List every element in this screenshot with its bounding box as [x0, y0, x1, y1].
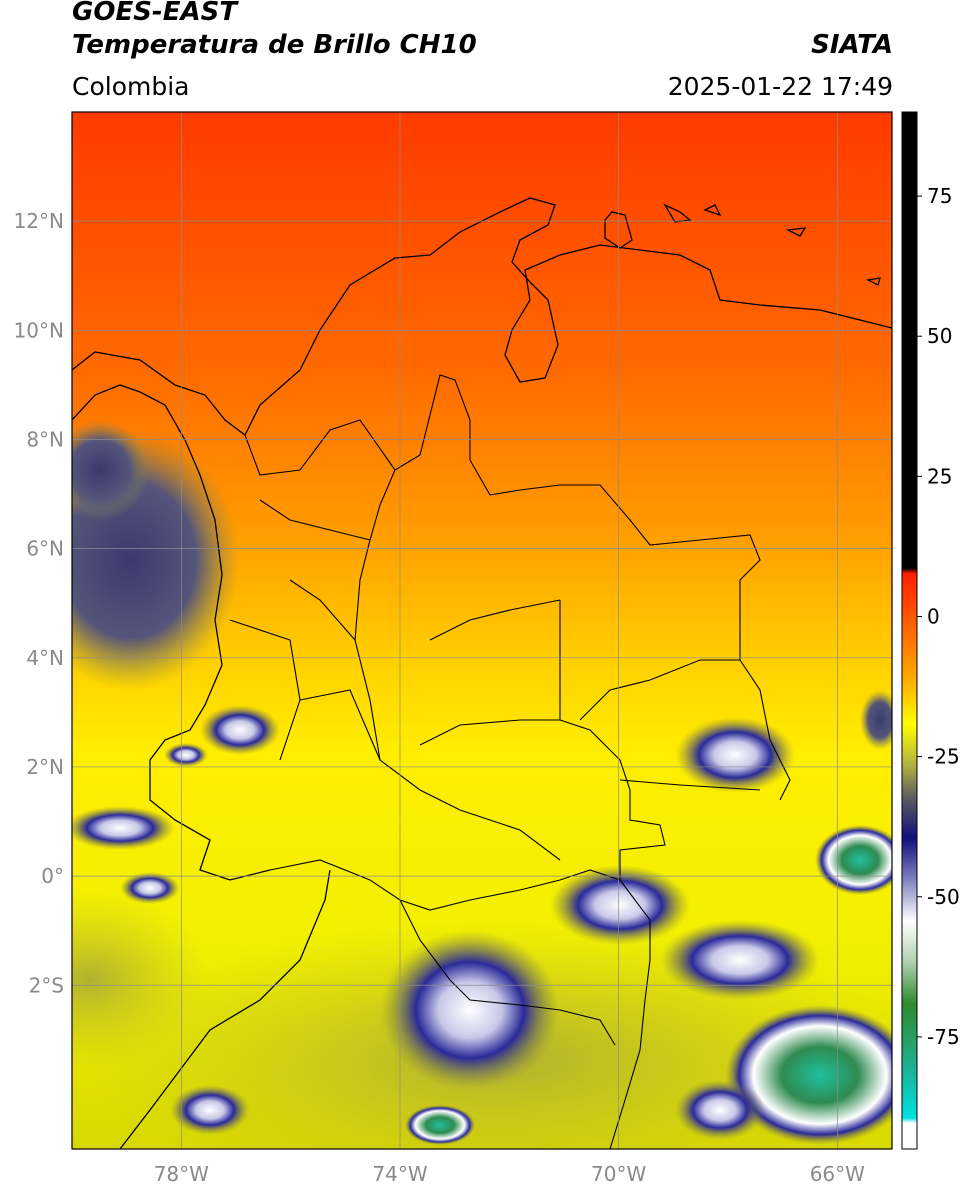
graticule: [72, 112, 892, 1149]
cloud-cluster: [550, 865, 690, 945]
cloud-cluster: [675, 1080, 765, 1140]
cloud-cluster: [860, 690, 892, 750]
cloud-cluster: [815, 825, 892, 895]
cloud-cluster: [380, 930, 560, 1090]
satellite-title: GOES-EAST: [72, 0, 238, 27]
lat-tick-label: 8°N: [26, 427, 64, 451]
map-frame: [71, 111, 893, 1150]
cloud-cluster: [170, 1085, 250, 1135]
longitude-labels: 78°W 74°W 70°W 66°W: [154, 1162, 865, 1186]
colorbar-tick-label: -75: [927, 1025, 960, 1049]
cloud-cluster: [660, 920, 820, 1000]
lat-tick-label: 2°S: [29, 973, 64, 997]
lat-tick-label: 12°N: [14, 209, 64, 233]
cloud-cluster: [72, 806, 175, 850]
colorbar-tick-label: -25: [927, 745, 960, 769]
colorbar-tick-label: 75: [927, 184, 952, 208]
lon-tick-label: 78°W: [154, 1162, 209, 1186]
colorbar-tick-label: 25: [927, 464, 952, 488]
cloud-cluster: [675, 717, 795, 793]
cloud-cluster: [164, 743, 208, 767]
cloud-cluster: [120, 872, 180, 904]
lat-tick-label: 4°N: [26, 646, 64, 670]
agency-label: SIATA: [811, 30, 893, 60]
product-title: Temperatura de Brillo CH10: [72, 30, 477, 60]
cloud-cluster: [72, 420, 150, 520]
lat-tick-label: 2°N: [26, 755, 64, 779]
colorbar-tick-label: -50: [927, 885, 960, 909]
cloud-cluster: [725, 1005, 892, 1145]
latitude-labels: 12°N 10°N 8°N 6°N 4°N 2°N 0° 2°S: [14, 209, 64, 997]
colorbar: [901, 111, 918, 1150]
cloud-cluster: [405, 1105, 475, 1145]
lon-tick-label: 74°W: [372, 1162, 427, 1186]
lon-tick-label: 66°W: [810, 1162, 865, 1186]
lat-tick-label: 6°N: [26, 537, 64, 561]
map-area: [72, 112, 892, 1149]
cloud-field: [72, 890, 210, 1070]
region-label: Colombia: [72, 72, 190, 101]
lat-tick-label: 10°N: [14, 318, 64, 342]
colorbar-ticks: 75 50 25 0 -25 -50 -75: [917, 184, 960, 1049]
colorbar-tick-label: 0: [927, 604, 940, 628]
lat-tick-label: 0°: [41, 864, 64, 888]
colorbar-tick-label: 50: [927, 324, 952, 348]
admin-borders: [229, 374, 791, 1149]
cloud-cluster: [200, 705, 280, 755]
coastlines: [72, 197, 892, 1149]
lon-tick-label: 70°W: [591, 1162, 646, 1186]
datetime-label: 2025-01-22 17:49: [667, 72, 893, 101]
